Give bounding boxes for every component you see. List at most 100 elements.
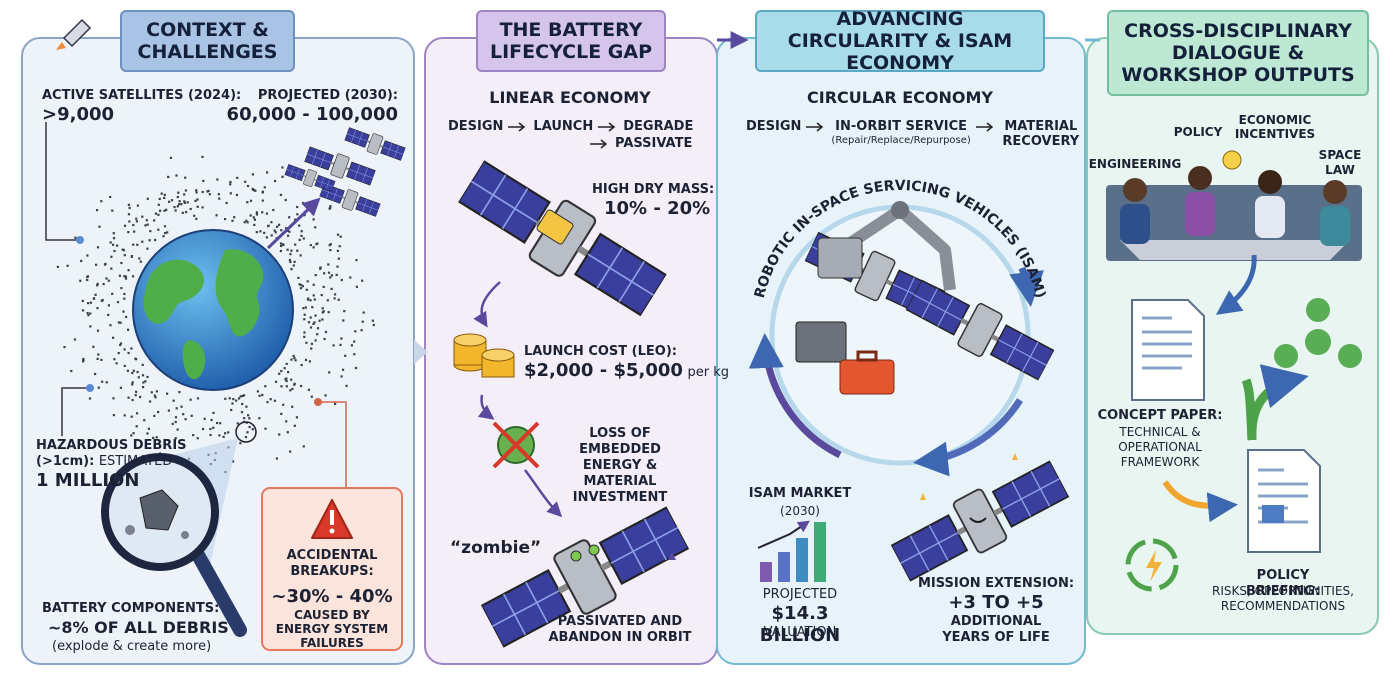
debris-dot <box>142 386 145 389</box>
debris-dot <box>321 318 324 321</box>
debris-dot <box>153 414 156 417</box>
debris-dot <box>81 309 85 312</box>
flow-step: PASSIVATE <box>615 136 693 151</box>
debris-dot <box>127 213 130 216</box>
magnifier-handle <box>191 548 247 637</box>
debris-dot <box>266 401 269 404</box>
flow-step: MATERIAL RECOVERY <box>1002 119 1080 149</box>
debris-dot <box>340 337 343 340</box>
debris-dot <box>244 436 248 439</box>
debris-dot <box>141 215 144 218</box>
debris-dot <box>142 381 145 384</box>
debris-dot <box>203 417 206 420</box>
person-head <box>1258 170 1282 194</box>
debris-dot <box>100 200 103 203</box>
debris-dot <box>195 189 198 192</box>
debris-dot <box>162 235 165 238</box>
debris-dot <box>281 166 284 169</box>
debris-dot <box>274 179 277 183</box>
debris-dot <box>130 434 133 437</box>
debris-dot <box>111 209 114 212</box>
debris-dot <box>74 236 77 239</box>
debris-dot <box>208 193 211 196</box>
extension-note: ADDITIONAL YEARS OF LIFE <box>942 614 1050 645</box>
debris-dot <box>157 203 160 206</box>
debris-dot <box>330 274 333 277</box>
debris-dot <box>302 237 305 240</box>
flow-arrow <box>1215 254 1257 315</box>
battery-icon <box>536 209 574 245</box>
debris-dot <box>299 287 302 290</box>
debris-dot <box>295 416 298 419</box>
debris-dot <box>184 189 187 192</box>
debris-dot <box>228 397 231 400</box>
debris-dot <box>130 415 133 418</box>
debris-dot <box>218 197 221 200</box>
debris-dot <box>231 219 234 222</box>
debris-dot <box>258 394 261 397</box>
debris-dot <box>329 276 332 279</box>
discipline-label: ECONOMIC INCENTIVES <box>1234 113 1316 141</box>
debris-dot <box>350 344 353 347</box>
debris-dot <box>246 201 249 204</box>
debris-dot <box>245 405 248 408</box>
debris-dot <box>254 189 257 192</box>
policy-briefing-label: POLICY BRIEFING: <box>1245 568 1321 599</box>
debris-dot <box>201 155 204 158</box>
debris-dot <box>184 418 187 421</box>
flow-step: DEGRADE <box>623 119 694 134</box>
debris-dot <box>291 387 294 390</box>
debris-dot <box>123 414 126 417</box>
debris-dot <box>112 237 116 240</box>
debris-dot <box>309 316 312 319</box>
debris-dot <box>339 235 342 238</box>
debris-dot <box>87 314 90 317</box>
debris-dot <box>330 287 333 290</box>
debris-dot <box>314 226 317 229</box>
debris-dot <box>186 201 189 204</box>
debris-dot <box>290 249 293 252</box>
rocket-flame <box>56 42 66 50</box>
debris-dot <box>289 260 292 264</box>
panel-title: ADVANCING CIRCULARITY & ISAM ECONOMY <box>755 8 1045 74</box>
debris-dot <box>300 283 303 287</box>
debris-dot <box>146 247 149 250</box>
debris-dot <box>303 335 306 338</box>
debris-dot <box>123 224 127 227</box>
robot-joint <box>891 201 909 219</box>
debris-dot <box>300 230 303 233</box>
debris-dot <box>327 311 330 314</box>
debris-dot <box>309 299 312 302</box>
market-chart <box>757 520 826 582</box>
document-lines <box>1258 468 1308 524</box>
debris-dot <box>235 193 238 197</box>
debris-dot <box>96 357 99 360</box>
debris-dot <box>227 431 230 434</box>
debris-dot <box>290 378 293 381</box>
debris-dot <box>306 280 309 283</box>
debris-dot <box>219 422 222 425</box>
debris-dot <box>127 203 130 206</box>
debris-dot <box>322 285 325 288</box>
panel-title: CONTEXT & CHALLENGES <box>120 10 295 72</box>
debris-dot <box>305 288 308 291</box>
panel-title: THE BATTERY LIFECYCLE GAP <box>476 10 666 72</box>
debris-dot <box>176 195 179 199</box>
debris-dot <box>163 209 166 212</box>
debris-dot <box>251 428 254 431</box>
debris-dot <box>73 338 76 341</box>
debris-dot <box>240 411 244 414</box>
debris-dot <box>302 201 305 205</box>
debris-dot <box>303 318 306 321</box>
energy-cycle <box>1125 538 1179 592</box>
debris-dot <box>149 230 152 233</box>
debris-dot <box>110 267 113 270</box>
debris-dot <box>353 353 356 356</box>
debris-dot <box>258 417 261 420</box>
debris-dot <box>96 329 100 332</box>
zoom-origin <box>235 421 257 443</box>
debris-dot <box>147 427 150 430</box>
debris-dot <box>127 396 130 399</box>
